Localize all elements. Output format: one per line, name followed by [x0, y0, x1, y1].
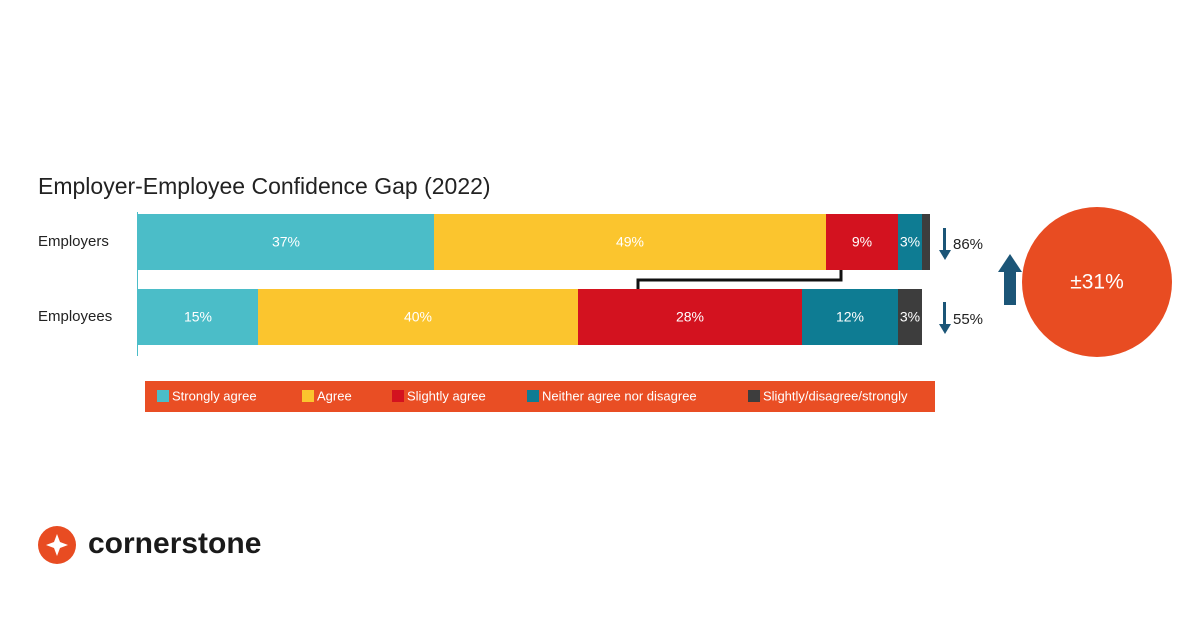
legend-label: Neither agree nor disagree [542, 388, 697, 403]
legend-label: Agree [317, 388, 352, 403]
data-label: 15% [184, 309, 212, 325]
bar-segment [826, 214, 898, 270]
data-label: 49% [616, 234, 644, 250]
gap-arrow [998, 254, 1022, 305]
legend-label: Slightly/disagree/strongly [763, 388, 908, 403]
logo-text: cornerstone [88, 527, 261, 560]
legend-swatch [157, 390, 169, 402]
bar-segment [802, 289, 898, 345]
y-tick-label: Employees [38, 308, 112, 325]
total-label: 55% [953, 311, 983, 328]
data-label: 28% [676, 309, 704, 325]
total-label: 86% [953, 236, 983, 253]
data-label: 3% [900, 309, 920, 325]
data-label: 37% [272, 234, 300, 250]
bar-segment [258, 289, 578, 345]
data-label: 9% [852, 234, 872, 250]
bar-segment [898, 289, 922, 345]
data-label: 40% [404, 309, 432, 325]
gap-bracket [636, 270, 843, 289]
bar-segment [922, 214, 930, 270]
legend-label: Slightly agree [407, 388, 486, 403]
data-label: 12% [836, 309, 864, 325]
bar-segment [138, 214, 434, 270]
down-arrows [939, 228, 951, 334]
legend-swatch [748, 390, 760, 402]
bar-segment [578, 289, 802, 345]
legend-box [145, 381, 935, 412]
chart-title: Employer-Employee Confidence Gap (2022) [38, 173, 491, 199]
y-tick-label: Employers [38, 233, 109, 250]
logo: cornerstone [38, 526, 261, 564]
legend-label: Strongly agree [172, 388, 257, 403]
bar-segment [898, 214, 922, 270]
gap-circle [1022, 207, 1172, 357]
legend-swatch [392, 390, 404, 402]
data-label: 3% [900, 234, 920, 250]
gap-label: ±31% [1070, 271, 1124, 294]
bar-segment [434, 214, 826, 270]
legend-swatch [527, 390, 539, 402]
bar-segment [138, 289, 258, 345]
legend-swatch [302, 390, 314, 402]
